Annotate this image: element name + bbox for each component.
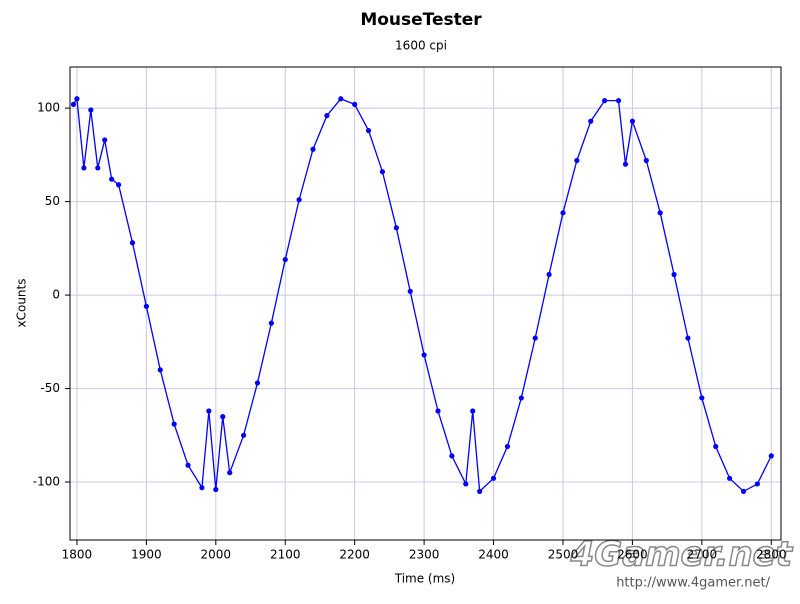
data-point: [240, 432, 247, 438]
data-point: [171, 421, 177, 427]
x-tick-label: 2100: [270, 548, 301, 562]
data-point: [657, 210, 663, 216]
data-point: [338, 96, 344, 102]
data-point: [206, 408, 212, 414]
y-tick-label: -50: [40, 381, 60, 395]
x-tick-label: 2500: [548, 548, 579, 562]
data-point: [622, 161, 629, 167]
y-axis-label: xCounts: [15, 279, 29, 328]
data-point: [504, 443, 511, 450]
data-point: [449, 453, 455, 459]
data-point: [70, 101, 77, 107]
data-point: [574, 157, 580, 164]
watermark-url: http://www.4gamer.net/: [616, 576, 770, 591]
plot-frame: [69, 66, 782, 541]
data-point: [671, 271, 677, 278]
x-tick-label: 2400: [478, 548, 509, 562]
data-point: [102, 137, 108, 143]
data-point: [74, 96, 80, 102]
data-point: [602, 98, 608, 104]
data-point: [227, 470, 233, 476]
data-point: [588, 118, 594, 124]
data-point: [740, 488, 747, 494]
data-point: [129, 240, 136, 246]
data-point: [768, 453, 774, 459]
chart-subtitle: 1600 cpi: [395, 39, 447, 53]
chart-title: MouseTester: [360, 10, 482, 30]
data-point: [254, 380, 261, 386]
x-tick-label: 2000: [201, 548, 232, 562]
x-tick-label: 2800: [756, 548, 787, 562]
data-point: [727, 475, 733, 481]
data-point: [296, 197, 302, 203]
y-tick-label: 100: [37, 101, 60, 115]
data-point: [95, 165, 101, 171]
data-point: [685, 335, 691, 341]
data-point: [407, 288, 413, 294]
data-point: [81, 165, 87, 171]
data-point: [643, 157, 649, 164]
data-point: [546, 271, 552, 278]
y-tick-label: 50: [45, 194, 60, 208]
watermark-logo: 4Gamer.net: [570, 535, 794, 575]
data-point: [213, 486, 219, 493]
data-point: [421, 352, 427, 358]
data-point: [324, 113, 330, 119]
data-point: [157, 367, 163, 373]
data-point: [518, 395, 524, 401]
x-tick-label: 2700: [687, 548, 718, 562]
x-tick-label: 1900: [131, 548, 162, 562]
data-point: [185, 462, 191, 468]
data-point: [629, 118, 636, 124]
data-point: [463, 481, 469, 487]
x-tick-label: 2200: [339, 548, 370, 562]
data-point: [393, 225, 399, 231]
data-point: [754, 481, 760, 487]
data-point: [532, 335, 538, 341]
data-point: [379, 169, 386, 175]
data-point: [713, 443, 719, 450]
data-point: [352, 101, 358, 107]
x-tick-label: 1800: [62, 548, 93, 562]
data-point: [220, 414, 226, 420]
data-point: [365, 127, 372, 134]
data-point: [477, 488, 483, 494]
data-point: [143, 303, 149, 309]
data-point: [268, 320, 274, 326]
data-point: [699, 395, 705, 401]
y-tick-label: -100: [33, 475, 60, 489]
data-point: [116, 182, 122, 188]
x-tick-label: 2600: [617, 548, 648, 562]
data-point: [615, 98, 622, 104]
data-point: [109, 176, 115, 182]
data-point: [560, 210, 566, 216]
data-point: [199, 485, 205, 491]
data-point: [470, 408, 476, 414]
data-point: [88, 107, 94, 113]
y-tick-label: 0: [52, 288, 60, 302]
x-axis-label: Time (ms): [394, 572, 456, 586]
data-point: [435, 408, 441, 414]
data-point: [282, 256, 288, 263]
x-tick-label: 2300: [409, 548, 440, 562]
data-point: [310, 146, 316, 152]
data-point: [490, 475, 497, 481]
